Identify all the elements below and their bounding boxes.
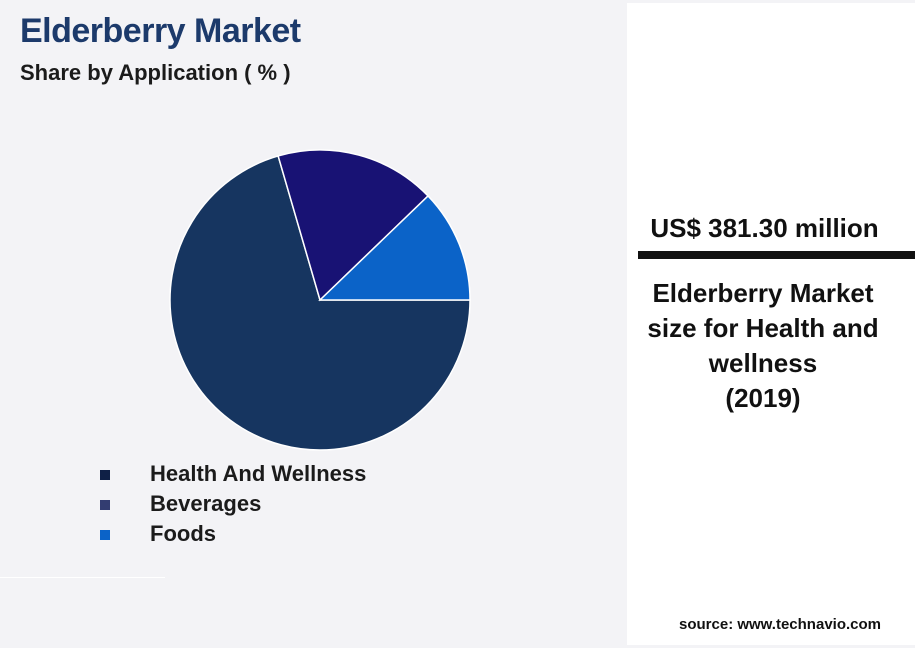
- pie-slice-beverages: [277, 149, 430, 302]
- market-size-value: US$ 381.30 million: [650, 213, 879, 243]
- source-link[interactable]: source: www.technavio.com: [679, 616, 881, 633]
- pie-chart: [169, 149, 471, 451]
- market-size-description: Elderberry Market size for Health and we…: [627, 276, 899, 416]
- legend-label: Foods: [150, 521, 216, 546]
- divider: [638, 251, 915, 259]
- legend-swatch: [100, 500, 110, 510]
- stat-panel: US$ 381.30 million Elderberry Market siz…: [627, 3, 915, 645]
- pie-slice-foods: [318, 194, 471, 301]
- legend-label: Health And Wellness: [150, 461, 367, 486]
- description-line: Elderberry Market: [652, 278, 874, 308]
- legend-swatch: [100, 470, 110, 480]
- legend-label: Beverages: [150, 491, 262, 516]
- description-line: wellness: [708, 348, 818, 378]
- pie-slice-health-and-wellness: [169, 155, 471, 451]
- chart-title: Elderberry Market: [20, 12, 301, 50]
- description-line: (2019): [725, 383, 801, 413]
- chart-subtitle: Share by Application ( % ): [20, 60, 291, 85]
- description-line: size for Health and: [647, 313, 879, 343]
- legend-swatch: [100, 530, 110, 540]
- divider: [0, 577, 165, 578]
